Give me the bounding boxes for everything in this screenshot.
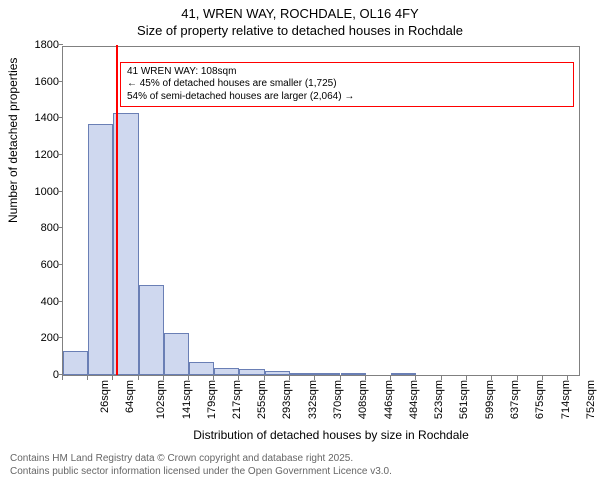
x-tick-mark bbox=[365, 376, 366, 380]
x-tick-label: 179sqm bbox=[206, 380, 218, 419]
y-tick-label: 1400 bbox=[35, 112, 63, 124]
histogram-bar bbox=[391, 373, 416, 375]
y-tick-mark bbox=[59, 227, 63, 228]
y-tick-mark bbox=[59, 301, 63, 302]
y-tick-mark bbox=[59, 154, 63, 155]
x-tick-mark bbox=[466, 376, 467, 380]
x-tick-label: 408sqm bbox=[358, 380, 370, 419]
histogram-bar bbox=[341, 373, 366, 375]
x-axis-label: Distribution of detached houses by size … bbox=[62, 428, 600, 442]
y-tick-mark bbox=[59, 81, 63, 82]
y-tick-label: 400 bbox=[41, 296, 63, 308]
x-tick-label: 675sqm bbox=[534, 380, 546, 419]
x-tick-label: 332sqm bbox=[307, 380, 319, 419]
callout-line1: 41 WREN WAY: 108sqm bbox=[127, 66, 567, 79]
histogram-bar bbox=[164, 333, 189, 375]
x-tick-label: 523sqm bbox=[434, 380, 446, 419]
y-tick-label: 800 bbox=[41, 222, 63, 234]
callout-line2: ← 45% of detached houses are smaller (1,… bbox=[127, 78, 567, 91]
footer-line1: Contains HM Land Registry data © Crown c… bbox=[10, 452, 590, 465]
x-tick-label: 141sqm bbox=[181, 380, 193, 419]
y-tick-mark bbox=[59, 337, 63, 338]
x-tick-label: 561sqm bbox=[459, 380, 471, 419]
histogram-bar bbox=[239, 369, 265, 375]
histogram-bar bbox=[214, 368, 239, 375]
histogram-bar bbox=[189, 362, 214, 375]
x-tick-mark bbox=[163, 376, 164, 380]
y-tick-mark bbox=[59, 264, 63, 265]
histogram-bar bbox=[88, 124, 113, 375]
x-tick-mark bbox=[542, 376, 543, 380]
attribution-footer: Contains HM Land Registry data © Crown c… bbox=[10, 452, 590, 478]
x-tick-label: 714sqm bbox=[560, 380, 572, 419]
callout-line3: 54% of semi-detached houses are larger (… bbox=[127, 91, 567, 104]
x-tick-mark bbox=[491, 376, 492, 380]
x-tick-mark bbox=[441, 376, 442, 380]
title-subtitle: Size of property relative to detached ho… bbox=[0, 23, 600, 38]
histogram-bar bbox=[63, 351, 88, 375]
y-tick-label: 1200 bbox=[35, 149, 63, 161]
x-tick-mark bbox=[188, 376, 189, 380]
x-tick-mark bbox=[138, 376, 139, 380]
histogram-bar bbox=[290, 373, 315, 375]
x-tick-mark bbox=[213, 376, 214, 380]
x-tick-mark bbox=[390, 376, 391, 380]
y-axis-label: Number of detached properties bbox=[6, 58, 20, 223]
x-tick-mark bbox=[112, 376, 113, 380]
histogram-bar bbox=[315, 373, 340, 375]
x-tick-label: 752sqm bbox=[585, 380, 597, 419]
x-tick-mark bbox=[289, 376, 290, 380]
x-tick-mark bbox=[517, 376, 518, 380]
y-tick-mark bbox=[59, 191, 63, 192]
x-tick-label: 599sqm bbox=[484, 380, 496, 419]
y-tick-label: 1800 bbox=[35, 39, 63, 51]
x-tick-mark bbox=[62, 376, 63, 380]
y-tick-label: 1600 bbox=[35, 76, 63, 88]
x-tick-mark bbox=[340, 376, 341, 380]
x-tick-label: 255sqm bbox=[256, 380, 268, 419]
y-tick-label: 600 bbox=[41, 259, 63, 271]
x-tick-mark bbox=[314, 376, 315, 380]
x-tick-label: 102sqm bbox=[155, 380, 167, 419]
x-tick-mark bbox=[415, 376, 416, 380]
footer-line2: Contains public sector information licen… bbox=[10, 465, 590, 478]
y-tick-mark bbox=[59, 117, 63, 118]
x-tick-label: 217sqm bbox=[231, 380, 243, 419]
x-tick-mark bbox=[567, 376, 568, 380]
x-tick-label: 293sqm bbox=[282, 380, 294, 419]
indicator-line bbox=[116, 45, 118, 375]
x-tick-mark bbox=[87, 376, 88, 380]
x-tick-label: 637sqm bbox=[509, 380, 521, 419]
x-tick-label: 446sqm bbox=[383, 380, 395, 419]
histogram-plot: 41 WREN WAY: 108sqm ← 45% of detached ho… bbox=[62, 46, 580, 376]
x-tick-label: 484sqm bbox=[408, 380, 420, 419]
title-address: 41, WREN WAY, ROCHDALE, OL16 4FY bbox=[0, 6, 600, 21]
x-tick-mark bbox=[238, 376, 239, 380]
y-tick-label: 200 bbox=[41, 332, 63, 344]
y-tick-mark bbox=[59, 44, 63, 45]
x-tick-label: 64sqm bbox=[124, 380, 136, 413]
x-tick-mark bbox=[264, 376, 265, 380]
y-tick-label: 1000 bbox=[35, 186, 63, 198]
histogram-bar bbox=[139, 285, 164, 375]
callout-box: 41 WREN WAY: 108sqm ← 45% of detached ho… bbox=[120, 62, 574, 108]
x-tick-label: 26sqm bbox=[99, 380, 111, 413]
x-tick-label: 370sqm bbox=[332, 380, 344, 419]
histogram-bar bbox=[265, 371, 290, 375]
